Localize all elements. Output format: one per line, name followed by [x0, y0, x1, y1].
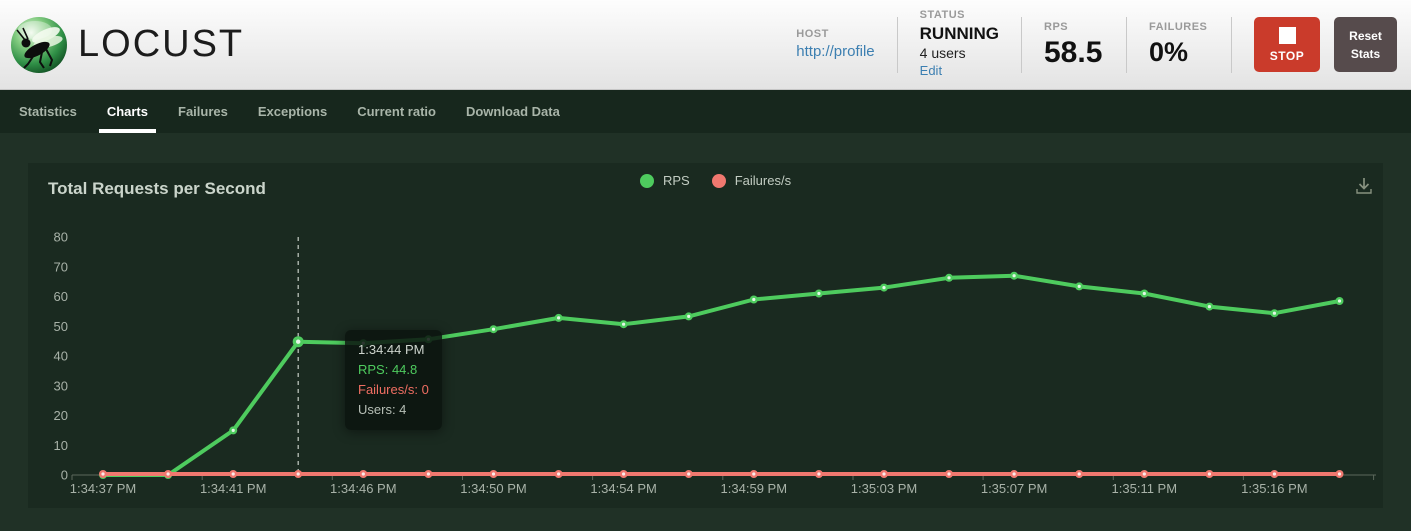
legend-label: RPS	[663, 173, 690, 188]
status-users: 4 users	[919, 45, 966, 61]
status-info: STATUS RUNNING 4 users Edit	[902, 9, 1017, 80]
svg-text:1:34:37 PM: 1:34:37 PM	[70, 481, 137, 496]
divider	[1126, 16, 1127, 73]
tab-statistics[interactable]: Statistics	[19, 104, 77, 119]
svg-text:80: 80	[54, 230, 68, 245]
tooltip-failures: Failures/s: 0	[358, 382, 429, 397]
svg-text:1:34:54 PM: 1:34:54 PM	[590, 481, 657, 496]
svg-text:50: 50	[54, 319, 68, 334]
divider	[896, 16, 898, 73]
svg-text:10: 10	[54, 438, 68, 453]
tab-download-data[interactable]: Download Data	[465, 104, 560, 119]
divider	[1021, 16, 1022, 73]
tooltip-users: Users: 4	[358, 402, 407, 417]
header-info: HOST http://profile STATUS RUNNING 4 use…	[778, 9, 1397, 80]
host-label: HOST	[796, 28, 829, 40]
stop-button[interactable]: STOP	[1254, 17, 1320, 72]
svg-text:20: 20	[54, 408, 68, 423]
svg-text:1:35:11 PM: 1:35:11 PM	[1112, 481, 1178, 496]
edit-link[interactable]: Edit	[919, 63, 943, 78]
rps-line-chart[interactable]: 0 10 20 30 40 50 60 70 80 1:34:37 PM 1:34:41 PM 1:3…	[28, 163, 1383, 508]
svg-text:1:35:03 PM: 1:35:03 PM	[851, 481, 918, 496]
app-header: LOCUST HOST http://profile STATUS RUNNIN…	[0, 0, 1411, 90]
divider	[1231, 16, 1232, 73]
host-link[interactable]: http://profile	[796, 43, 875, 60]
tooltip-rps: RPS: 44.8	[358, 362, 418, 377]
locust-logo-icon	[11, 16, 67, 73]
tab-current-ratio[interactable]: Current ratio	[357, 104, 436, 119]
legend-dot	[640, 173, 654, 188]
svg-text:1:34:50 PM: 1:34:50 PM	[460, 481, 527, 496]
svg-text:1:34:46 PM: 1:34:46 PM	[330, 481, 397, 496]
svg-text:1:35:16 PM: 1:35:16 PM	[1241, 481, 1308, 496]
chart-title: Total Requests per Second	[48, 179, 266, 198]
tab-charts[interactable]: Charts	[92, 90, 163, 133]
main-content: Total Requests per Second RPS Failures/s …	[0, 133, 1411, 508]
tab-exceptions[interactable]: Exceptions	[257, 104, 328, 119]
svg-text:70: 70	[54, 259, 68, 274]
failures-label: FAILURES	[1149, 20, 1208, 33]
download-icon[interactable]	[1353, 175, 1375, 197]
logo-text: LOCUST	[78, 23, 245, 65]
svg-text:60: 60	[54, 289, 68, 304]
stop-icon	[1278, 26, 1296, 44]
rps-value: 58.5	[1044, 35, 1103, 69]
main-nav: Statistics Charts Failures Exceptions Curren…	[0, 90, 1411, 133]
svg-text:1:35:07 PM: 1:35:07 PM	[981, 481, 1048, 496]
legend-item-rps[interactable]: RPS	[640, 173, 690, 188]
legend-item-failures-s[interactable]: Failures/s	[711, 173, 792, 188]
stop-button-label: STOP	[1269, 48, 1305, 63]
status-label: STATUS	[919, 9, 966, 21]
legend-label: Failures/s	[734, 173, 792, 188]
svg-text:1:34:59 PM: 1:34:59 PM	[721, 481, 788, 496]
chart-legend: RPS Failures/s	[640, 173, 791, 188]
tab-failures[interactable]: Failures	[178, 104, 228, 119]
tooltip-time: 1:34:44 PM	[358, 342, 425, 357]
chart-panel: Total Requests per Second RPS Failures/s …	[28, 163, 1383, 508]
svg-text:40: 40	[54, 349, 68, 364]
host-info: HOST http://profile	[778, 28, 892, 61]
svg-text:0: 0	[61, 468, 68, 483]
app-logo[interactable]: LOCUST	[10, 16, 244, 74]
svg-text:1:34:41 PM: 1:34:41 PM	[200, 481, 267, 496]
rps-label: RPS	[1044, 20, 1069, 33]
rps-info: RPS 58.5	[1026, 21, 1122, 69]
legend-dot	[711, 173, 726, 188]
failures-value: 0%	[1149, 36, 1189, 67]
reset-stats-button[interactable]: Reset Stats	[1334, 17, 1397, 72]
chart-tooltip: 1:34:44 PM RPS: 44.8 Failures/s: 0 Users…	[345, 330, 442, 430]
svg-text:30: 30	[54, 378, 68, 393]
failures-info: FAILURES 0%	[1131, 21, 1227, 68]
status-value: RUNNING	[919, 24, 999, 43]
